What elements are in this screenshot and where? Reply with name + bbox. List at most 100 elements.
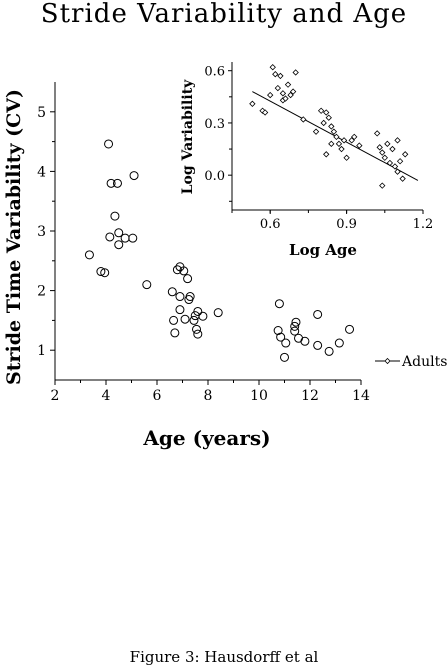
data-point [291,317,301,327]
data-point [106,178,116,188]
main-x-tick-label: 2 [51,388,60,404]
inset-data-point [289,88,297,95]
data-point [280,352,289,362]
figure-caption: Figure 3: Hausdorff et al [129,648,319,666]
data-point [189,315,199,325]
inset-data-point [328,123,335,130]
inset-data-point [292,69,299,76]
data-point [345,324,355,334]
inset-data-point [282,95,289,102]
inset-data-point [259,107,266,114]
data-point [128,233,138,243]
data-point [114,228,124,238]
data-point [179,266,189,276]
inset-y-axis-label: Log Variability [180,79,196,194]
inset-data-point [323,151,330,158]
data-point [105,232,115,242]
data-point [104,139,114,149]
data-point [334,338,344,348]
inset-points [249,64,409,189]
inset-data-point [300,116,307,123]
inset-data-point [356,142,363,149]
inset-data-point [277,72,284,80]
inset-data-point [379,182,386,189]
inset-data-point [317,107,325,114]
inset-data-point [249,100,256,107]
data-point [175,292,185,302]
data-point [184,295,194,305]
inset-data-point [274,84,282,92]
inset-data-point [386,159,394,167]
main-y-tick-label: 4 [37,164,46,180]
inset-data-point [261,109,269,116]
inset-data-point [269,64,276,71]
inset-data-point [348,137,355,144]
inset-data-point [340,137,348,144]
data-point [175,305,185,315]
inset-data-point [272,71,279,78]
inset-data-point [391,163,399,170]
inset-data-point [284,81,292,88]
data-point [192,324,202,334]
inset-axes: 0.6 0.9 1.2 0.0 0.3 0.6 [204,62,433,232]
data-point [183,274,193,284]
inset-data-point [394,168,401,175]
legend-marker [384,357,391,365]
inset-y-tick-label: 0.0 [204,169,225,184]
inset-data-point [333,133,340,141]
main-points [84,139,355,362]
data-point [129,171,139,181]
inset-data-point [325,114,332,121]
inset-data-point [338,145,345,153]
data-point [172,265,182,275]
chart-title: Stride Variability and Age [40,0,408,29]
inset-data-point [279,90,287,97]
inset-data-point [343,154,350,161]
main-x-axis-label: Age (years) [142,426,270,450]
data-point [193,306,203,316]
inset-plot: 0.6 0.9 1.2 0.0 0.3 0.6 Log Age Log Variabili… [180,62,433,259]
data-point [142,280,152,290]
inset-x-tick-label: 0.9 [336,217,357,232]
main-x-tick-label: 12 [301,388,319,404]
data-point [114,240,124,250]
inset-data-point [373,130,381,137]
inset-data-point [399,175,406,182]
data-point [213,308,223,318]
main-y-tick-label: 5 [37,105,46,121]
legend-label: Adults [401,354,447,370]
data-point [110,211,120,221]
inset-data-point [394,137,401,144]
data-point [180,314,190,324]
data-point [324,346,334,356]
inset-x-tick-label: 0.6 [260,217,281,232]
inset-data-point [320,119,327,127]
data-point [300,336,310,346]
inset-data-point [267,91,274,99]
inset-data-point [402,151,409,158]
inset-data-point [328,140,335,148]
main-x-tick-label: 14 [352,388,370,404]
main-y-axis-label: Stride Time Variability (CV) [3,89,25,385]
main-y-tick-label: 3 [37,224,46,240]
main-x-tick-label: 10 [250,388,268,404]
data-point [100,268,110,278]
inset-data-point [384,140,391,148]
data-point [170,328,180,338]
main-x-tick-label: 6 [153,388,162,404]
inset-data-point [381,154,388,161]
data-point [276,332,286,342]
data-point [96,267,106,277]
inset-y-tick-label: 0.6 [204,65,225,80]
main-x-tick-label: 8 [204,388,213,404]
inset-data-point [351,133,358,141]
data-point [290,326,300,336]
inset-data-point [389,145,396,153]
data-point [198,311,208,321]
inset-data-point [330,128,338,135]
inset-x-axis-label: Log Age [289,241,357,259]
data-point [169,315,179,325]
